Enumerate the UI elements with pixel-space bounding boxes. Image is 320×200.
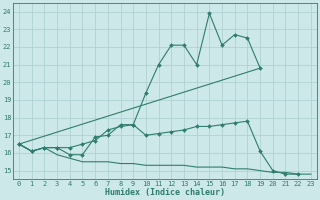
X-axis label: Humidex (Indice chaleur): Humidex (Indice chaleur): [105, 188, 225, 197]
